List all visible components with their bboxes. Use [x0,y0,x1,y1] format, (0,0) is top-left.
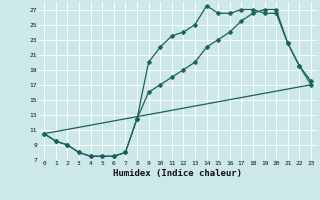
X-axis label: Humidex (Indice chaleur): Humidex (Indice chaleur) [113,169,242,178]
